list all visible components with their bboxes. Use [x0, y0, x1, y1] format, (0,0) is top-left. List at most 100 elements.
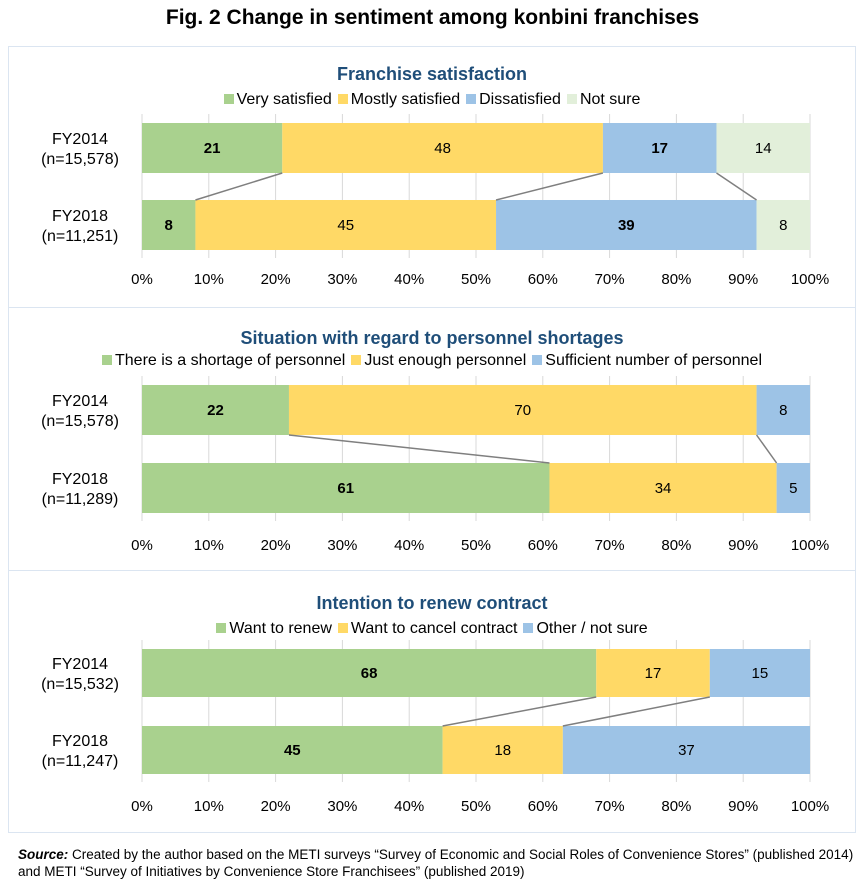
- chart-title: Situation with regard to personnel short…: [240, 328, 624, 348]
- legend-item: Very satisfied: [223, 91, 332, 109]
- legend-item: Want to cancel contract: [337, 620, 517, 638]
- data-label: 15: [752, 665, 769, 682]
- x-tick-label: 90%: [728, 798, 758, 815]
- x-tick-label: 10%: [194, 798, 224, 815]
- series-connector-line: [755, 434, 778, 464]
- x-tick-label: 80%: [661, 271, 691, 288]
- x-tick-label: 100%: [791, 271, 829, 288]
- x-tick-label: 40%: [394, 537, 424, 554]
- category-label-line: (n=11,289): [42, 491, 119, 508]
- chart-legend: Want to renew Want to cancel contract Othe…: [9, 620, 855, 638]
- data-label: 14: [755, 140, 772, 157]
- source-note: Source: Created by the author based on t…: [18, 846, 858, 880]
- bar-segment: [756, 385, 810, 435]
- data-label: 45: [337, 217, 354, 234]
- legend-item: Mostly satisfied: [337, 91, 460, 109]
- category-label-line: (n=15,532): [41, 676, 119, 693]
- bar-segment: [602, 123, 717, 173]
- legend-label: Sufficient number of personnel: [545, 352, 762, 369]
- bar-segment: [142, 726, 443, 774]
- chart-title: Intention to renew contract: [316, 593, 548, 613]
- bar-segment: [142, 463, 550, 513]
- x-tick-label: 30%: [327, 271, 357, 288]
- legend-label: Just enough personnel: [364, 352, 527, 369]
- legend-label: Not sure: [579, 91, 641, 108]
- bar-segment: [709, 649, 810, 697]
- legend-item: Just enough personnel: [351, 352, 526, 370]
- bar-segment: [776, 463, 810, 513]
- legend-item: Want to renew: [216, 620, 332, 638]
- bar-segment: [142, 385, 289, 435]
- data-label: 21: [204, 140, 221, 157]
- x-tick-label: 90%: [728, 271, 758, 288]
- data-label: 17: [645, 665, 662, 682]
- category-label-line: (n=15,578): [41, 151, 119, 168]
- category-label: FY2014 (n=15,578): [41, 131, 119, 168]
- legend-swatch: [566, 94, 577, 104]
- legend-swatch: [216, 623, 227, 633]
- legend-label: Dissatisfied: [479, 91, 561, 108]
- category-label-line: FY2018: [52, 208, 108, 225]
- x-tick-label: 0%: [131, 798, 153, 815]
- data-label: 22: [207, 402, 224, 419]
- legend-item: Sufficient number of personnel: [532, 352, 762, 370]
- data-label: 45: [284, 742, 301, 759]
- legend-label: There is a shortage of personnel: [115, 352, 346, 369]
- legend-swatch: [102, 355, 112, 365]
- bar-segment: [549, 463, 777, 513]
- data-label: 70: [514, 402, 531, 419]
- x-tick-label: 80%: [661, 537, 691, 554]
- data-label: 17: [651, 140, 668, 157]
- x-tick-label: 100%: [791, 798, 829, 815]
- category-label: FY2014 (n=15,578): [41, 393, 119, 430]
- chart-plot: 0% 10% 20% 30% 40% 50% 60% 70% 80% 90% 100% FY2014 (…: [41, 640, 829, 815]
- category-label: FY2018 (n=11,251): [42, 208, 119, 245]
- category-label-line: FY2018: [52, 733, 108, 750]
- series-connector-line: [288, 434, 550, 464]
- legend-swatch: [337, 623, 348, 633]
- category-label-line: FY2014: [52, 131, 108, 148]
- bar-segment: [282, 123, 603, 173]
- category-label: FY2018 (n=11,289): [42, 471, 119, 508]
- data-label: 8: [779, 217, 787, 234]
- category-label-line: (n=11,247): [42, 753, 119, 770]
- x-tick-label: 50%: [461, 537, 491, 554]
- x-tick-label: 60%: [528, 537, 558, 554]
- x-tick-label: 60%: [528, 798, 558, 815]
- legend-swatch: [523, 623, 534, 633]
- series-connector-line: [716, 172, 757, 201]
- x-tick-label: 40%: [394, 271, 424, 288]
- legend-swatch: [223, 94, 234, 104]
- data-label: 37: [678, 742, 695, 759]
- x-tick-label: 40%: [394, 798, 424, 815]
- legend-item: There is a shortage of personnel: [102, 352, 345, 370]
- bar-segment: [142, 200, 196, 250]
- x-tick-label: 50%: [461, 798, 491, 815]
- bar-segment: [142, 649, 597, 697]
- bar-segment: [496, 200, 757, 250]
- legend-swatch: [351, 355, 362, 365]
- data-label: 68: [361, 665, 378, 682]
- data-label: 34: [655, 480, 672, 497]
- data-label: 39: [618, 217, 635, 234]
- chart-title: Franchise satisfaction: [336, 64, 528, 84]
- legend-swatch: [466, 94, 477, 104]
- category-label: FY2018 (n=11,247): [42, 733, 119, 770]
- category-label-line: (n=15,578): [41, 413, 119, 430]
- category-label-line: FY2014: [52, 656, 108, 673]
- x-tick-label: 30%: [327, 537, 357, 554]
- panel-personnel-shortages: Situation with regard to personnel short…: [8, 307, 856, 571]
- data-label: 8: [779, 402, 787, 419]
- x-tick-label: 90%: [728, 537, 758, 554]
- bar-segment: [195, 200, 497, 250]
- series-connector-line: [562, 696, 710, 727]
- category-label-line: (n=11,251): [42, 228, 119, 245]
- chart-plot: 0% 10% 20% 30% 40% 50% 60% 70% 80% 90% 100% FY2014 (…: [41, 114, 829, 288]
- bar-segment: [716, 123, 810, 173]
- chart-plot: 0% 10% 20% 30% 40% 50% 60% 70% 80% 90% 100% FY2014 (…: [41, 376, 829, 554]
- category-label: FY2014 (n=15,532): [41, 656, 119, 693]
- x-tick-label: 10%: [194, 271, 224, 288]
- x-tick-label: 30%: [327, 798, 357, 815]
- x-tick-label: 70%: [595, 537, 625, 554]
- series-connector-line: [442, 696, 597, 727]
